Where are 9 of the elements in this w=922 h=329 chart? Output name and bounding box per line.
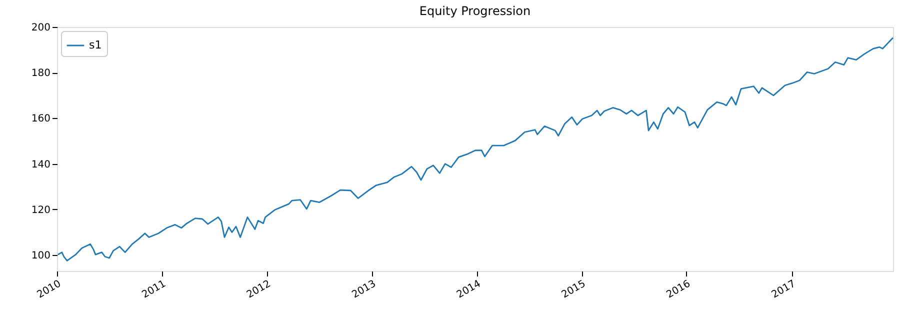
y-tick-label: 200 [31, 22, 50, 34]
line-series [57, 37, 894, 262]
y-tick-label: 140 [31, 159, 50, 170]
y-tick-label: 100 [31, 250, 50, 262]
y-tick-label: 180 [31, 68, 50, 80]
chart-title: Equity Progression [419, 4, 531, 18]
y-tick-label: 160 [31, 114, 50, 125]
legend-label: s1 [89, 38, 102, 52]
y-tick-label: 120 [31, 204, 50, 216]
